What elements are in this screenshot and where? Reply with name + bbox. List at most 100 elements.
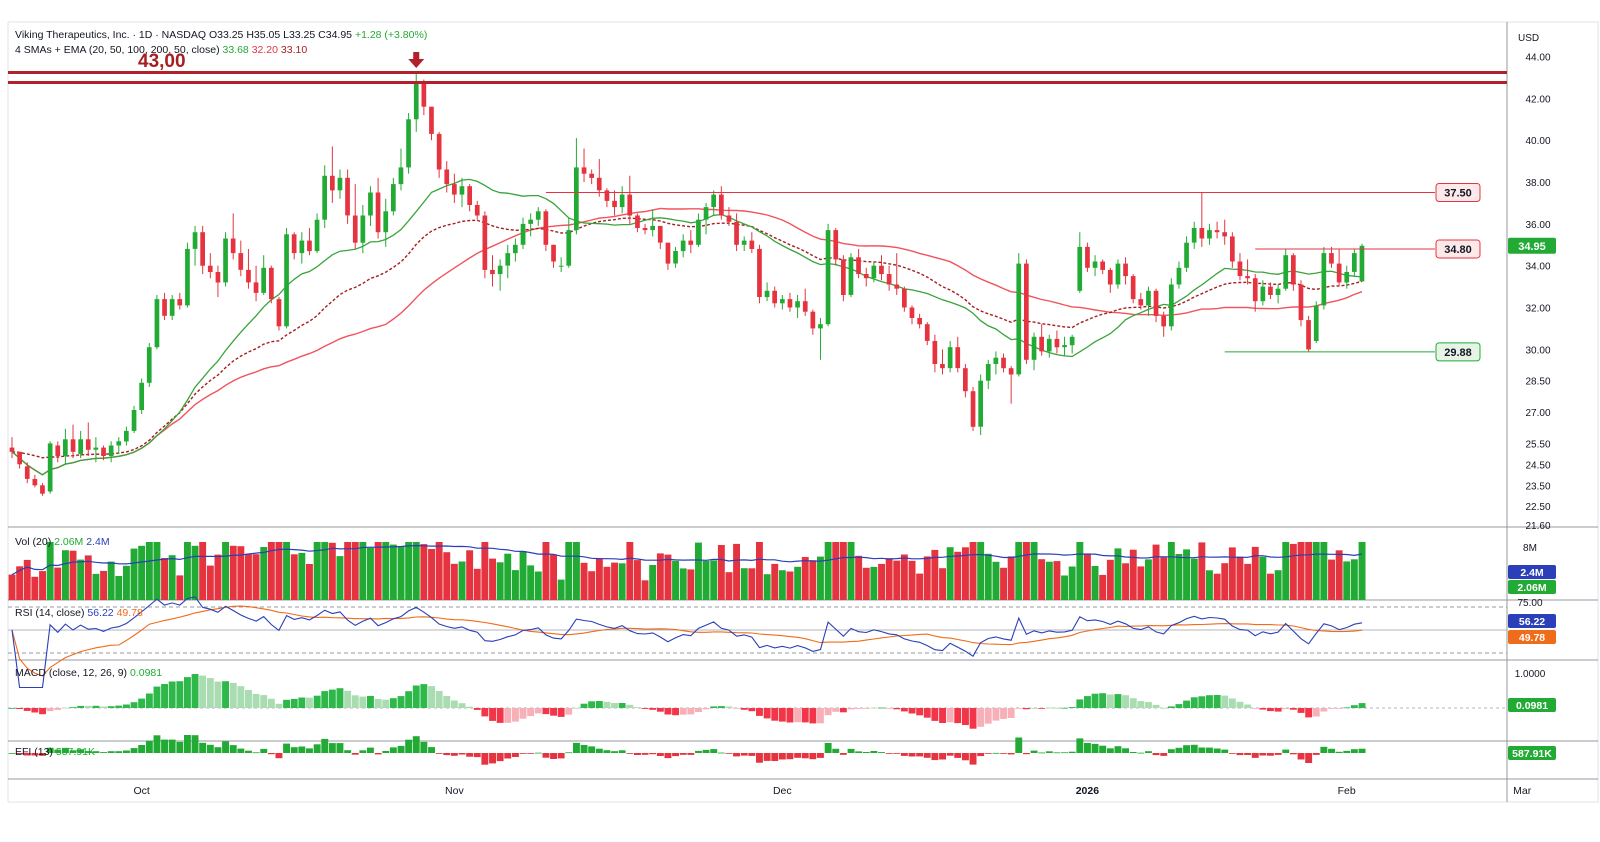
- efi-bar: [1175, 747, 1183, 753]
- candle-body: [307, 240, 312, 252]
- candle-body: [9, 447, 15, 452]
- volume-bar: [977, 542, 985, 600]
- candle-body: [1275, 288, 1281, 295]
- macd-bar: [809, 708, 817, 724]
- volume-bar: [153, 542, 161, 600]
- candle-body: [528, 219, 533, 224]
- macd-bar: [199, 675, 207, 708]
- macd-bar: [931, 708, 939, 721]
- price-tag-text: 29.88: [1444, 347, 1472, 359]
- candle-body: [1214, 230, 1220, 233]
- efi-bar: [885, 753, 893, 754]
- efi-bar: [1068, 751, 1076, 753]
- macd-bar: [1152, 704, 1160, 708]
- efi-bar: [321, 738, 329, 753]
- rsi-ma-tag-box: [1508, 630, 1556, 644]
- macd-bar: [481, 708, 489, 717]
- volume-bar: [664, 554, 672, 600]
- candle-body: [352, 215, 358, 243]
- candle-body: [505, 253, 511, 266]
- macd-bar: [473, 708, 481, 710]
- candle-body: [947, 347, 953, 369]
- volume-bar: [107, 561, 115, 600]
- efi-bar: [626, 753, 634, 754]
- candle-body: [1062, 345, 1067, 348]
- candle-body: [1191, 228, 1197, 243]
- efi-bar: [39, 753, 46, 756]
- macd-bar: [916, 708, 924, 716]
- macd-bar: [565, 708, 573, 715]
- macd-bar: [1038, 708, 1046, 709]
- candle-body: [1184, 242, 1189, 268]
- macd-bar: [466, 706, 474, 708]
- ma-legend[interactable]: 4 SMAs + EMA (20, 50, 100, 200, 50, clos…: [15, 44, 307, 56]
- volume-bar: [1244, 563, 1252, 600]
- volume-bar: [1289, 543, 1297, 600]
- macd-bar: [611, 703, 618, 708]
- macd-bar: [756, 708, 763, 716]
- candle-body: [1222, 232, 1227, 237]
- volume-bar: [229, 545, 237, 600]
- candle-body: [940, 364, 945, 369]
- macd-bar: [603, 701, 611, 708]
- candle-body: [795, 301, 800, 308]
- efi-bar: [107, 751, 115, 753]
- volume-bar: [771, 563, 779, 600]
- symbol-label: Viking Therapeutics, Inc. · 1D · NASDAQ: [15, 29, 207, 41]
- volume-bar: [939, 568, 946, 600]
- efi-bar: [176, 741, 184, 753]
- chart-frame: [7, 21, 1599, 803]
- candle-body: [1138, 299, 1144, 306]
- macd-bar: [184, 677, 191, 708]
- candle-body: [513, 244, 518, 254]
- rsi-value-2: 49.78: [116, 607, 143, 619]
- ma-label: 4 SMAs + EMA (20, 50, 100, 200, 50, clos…: [15, 44, 220, 56]
- efi-bar: [100, 752, 107, 753]
- candle-body: [589, 173, 594, 178]
- candle-body: [1176, 267, 1182, 285]
- macd-bar: [8, 708, 16, 709]
- efi-bar: [1343, 750, 1351, 753]
- candle-body: [116, 441, 122, 446]
- efi-bar: [916, 753, 924, 757]
- efi-bar: [489, 753, 496, 764]
- efi-bar: [733, 753, 740, 757]
- currency-label[interactable]: USD: [1518, 33, 1539, 44]
- candle-body: [726, 215, 732, 222]
- low-value: L33.25: [283, 29, 316, 41]
- efi-bar: [603, 750, 611, 753]
- currency-text: USD: [1518, 33, 1540, 44]
- efi-bar: [862, 752, 870, 753]
- ma-value-1: 33.68: [222, 44, 249, 56]
- candle-body: [299, 240, 305, 254]
- volume-bar: [855, 555, 863, 600]
- efi-bar: [1099, 745, 1107, 753]
- candle-body: [657, 225, 663, 243]
- macd-bar: [1228, 698, 1236, 708]
- macd-bar: [1274, 708, 1282, 712]
- candle-body: [955, 347, 961, 369]
- candle-body: [551, 244, 556, 262]
- ema50-line: [11, 217, 1363, 459]
- efi-bar: [519, 753, 527, 754]
- volume-bar: [519, 551, 527, 600]
- efi-bar: [123, 750, 130, 753]
- macd-bar: [1076, 699, 1084, 708]
- macd-bar: [229, 682, 237, 708]
- macd-bar: [695, 708, 702, 712]
- volume-bar: [916, 573, 924, 600]
- efi-bar: [374, 753, 382, 755]
- candle-body: [200, 232, 205, 266]
- volume-bar: [496, 562, 504, 600]
- volume-bar: [77, 559, 85, 600]
- efi-bar: [1358, 748, 1366, 753]
- efi-bar: [977, 753, 985, 757]
- volume-bar: [832, 542, 840, 600]
- efi-bar: [382, 751, 390, 753]
- efi-bar: [8, 753, 16, 754]
- efi-bar: [832, 748, 840, 753]
- macd-bar: [153, 686, 161, 708]
- candle-body: [1092, 261, 1098, 268]
- efi-bar: [16, 753, 24, 755]
